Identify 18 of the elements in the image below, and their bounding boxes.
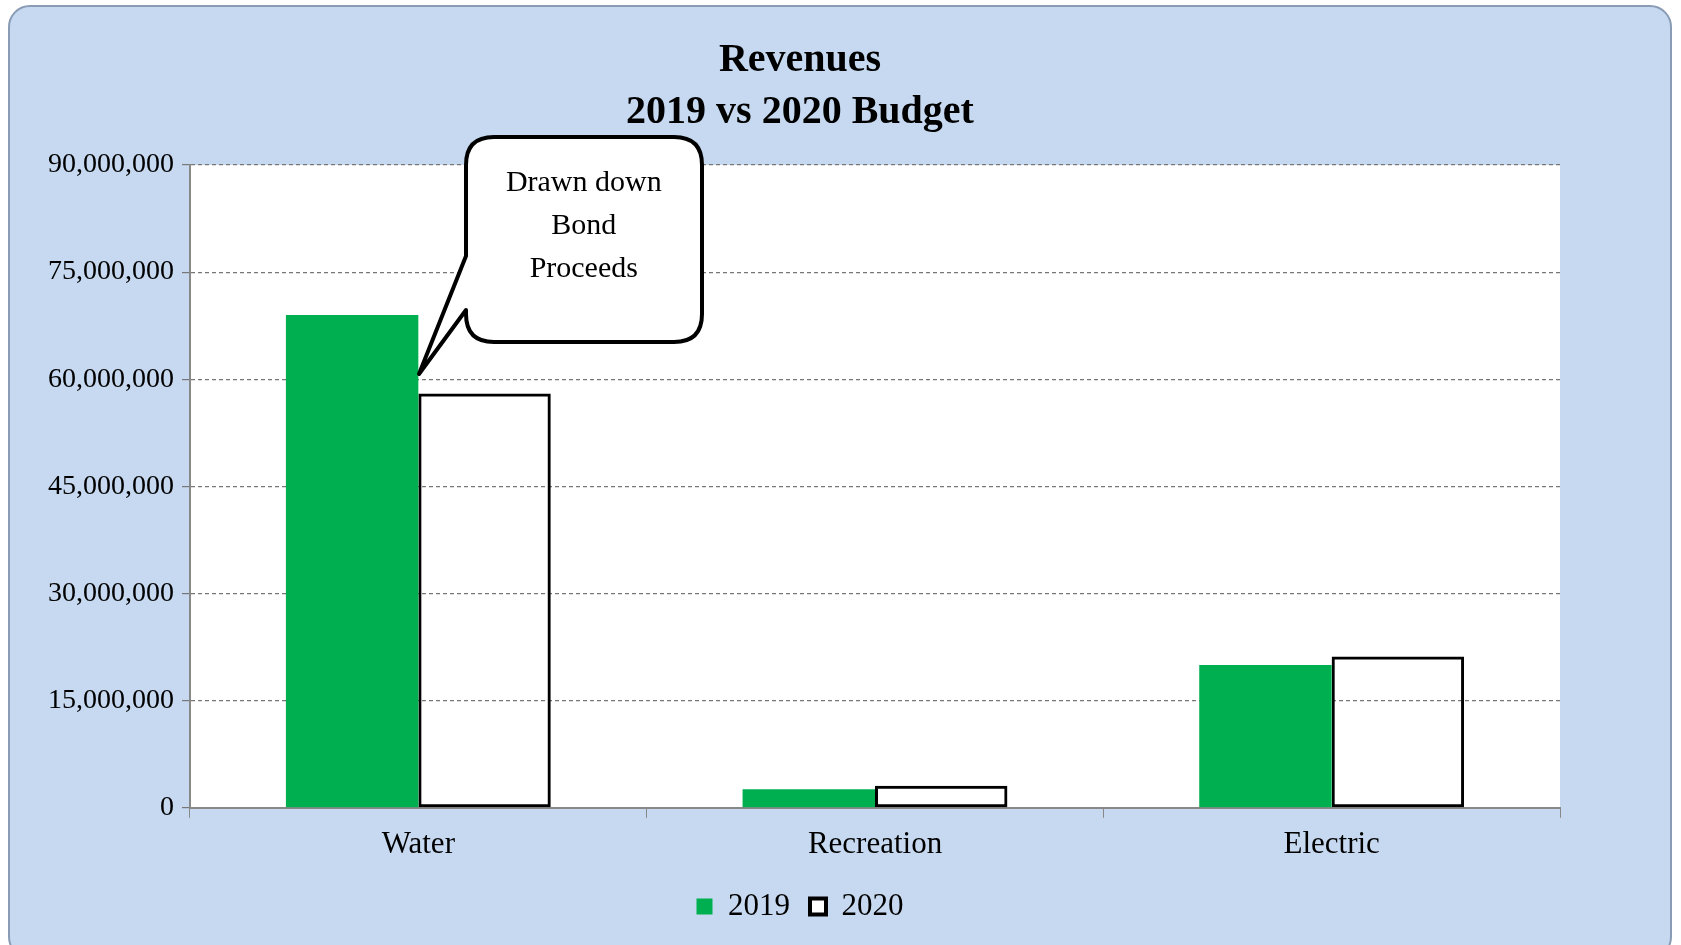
y-tick-label: 0 (160, 790, 174, 822)
y-tick-label: 30,000,000 (48, 575, 174, 607)
y-tick-label: 90,000,000 (48, 147, 174, 179)
bar (285, 314, 419, 808)
bar (1199, 664, 1332, 808)
legend-label: 2020 (841, 886, 904, 922)
y-tick-label: 60,000,000 (48, 361, 174, 393)
x-tick-label: Electric (1283, 824, 1380, 860)
legend-label: 2019 (728, 886, 790, 922)
annotation: Drawn down Bond Proceeds (504, 162, 663, 285)
chart-title: Revenues (718, 35, 882, 81)
x-tick-label: Recreation (807, 824, 943, 860)
bar (742, 789, 875, 808)
y-tick-label: 45,000,000 (48, 468, 174, 500)
chart-subtitle: 2019 vs 2020 Budget (626, 87, 975, 133)
y-tick-label: 15,000,000 (48, 683, 174, 715)
x-tick-label: Water (381, 824, 456, 860)
y-tick-label: 75,000,000 (48, 254, 174, 286)
